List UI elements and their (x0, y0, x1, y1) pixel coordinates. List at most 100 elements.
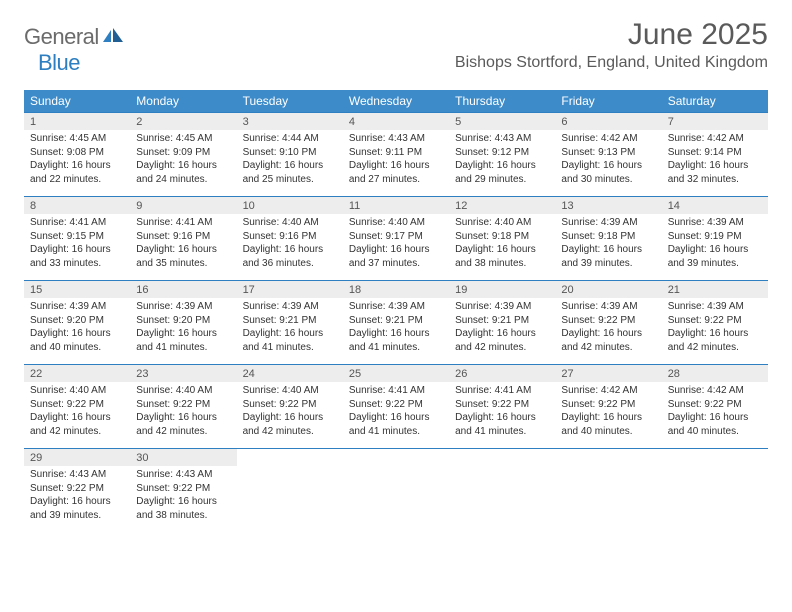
sunset-text: Sunset: 9:19 PM (668, 230, 762, 244)
calendar-daynum-row: 891011121314 (24, 197, 768, 214)
calendar-day-body: Sunrise: 4:43 AMSunset: 9:22 PMDaylight:… (24, 466, 130, 532)
daylight-text-line1: Daylight: 16 hours (136, 327, 230, 341)
daylight-text-line1: Daylight: 16 hours (243, 159, 337, 173)
calendar-day-number: 10 (237, 197, 343, 214)
calendar-day-body: Sunrise: 4:42 AMSunset: 9:13 PMDaylight:… (555, 130, 661, 197)
sunset-text: Sunset: 9:22 PM (561, 314, 655, 328)
sunrise-text: Sunrise: 4:39 AM (668, 216, 762, 230)
sunset-text: Sunset: 9:12 PM (455, 146, 549, 160)
daylight-text-line2: and 39 minutes. (30, 509, 124, 523)
daylight-text-line2: and 33 minutes. (30, 257, 124, 271)
calendar-day-body: Sunrise: 4:40 AMSunset: 9:22 PMDaylight:… (24, 382, 130, 449)
calendar-empty-cell (449, 449, 555, 466)
sunset-text: Sunset: 9:22 PM (668, 314, 762, 328)
daylight-text-line1: Daylight: 16 hours (30, 243, 124, 257)
sunset-text: Sunset: 9:22 PM (561, 398, 655, 412)
sunset-text: Sunset: 9:21 PM (455, 314, 549, 328)
calendar-day-number: 15 (24, 281, 130, 298)
calendar-day-body: Sunrise: 4:41 AMSunset: 9:16 PMDaylight:… (130, 214, 236, 281)
calendar-day-number: 9 (130, 197, 236, 214)
calendar-day-body: Sunrise: 4:43 AMSunset: 9:22 PMDaylight:… (130, 466, 236, 532)
daylight-text-line1: Daylight: 16 hours (349, 243, 443, 257)
calendar-day-number: 7 (662, 113, 768, 130)
daylight-text-line2: and 42 minutes. (561, 341, 655, 355)
calendar-daynum-row: 2930 (24, 449, 768, 466)
sunrise-text: Sunrise: 4:43 AM (455, 132, 549, 146)
calendar-day-number: 13 (555, 197, 661, 214)
daylight-text-line2: and 27 minutes. (349, 173, 443, 187)
calendar-day-number: 24 (237, 365, 343, 382)
calendar-daybody-row: Sunrise: 4:39 AMSunset: 9:20 PMDaylight:… (24, 298, 768, 365)
calendar-day-number: 1 (24, 113, 130, 130)
calendar-empty-cell (662, 449, 768, 466)
calendar-empty-cell (237, 449, 343, 466)
calendar-day-body: Sunrise: 4:43 AMSunset: 9:11 PMDaylight:… (343, 130, 449, 197)
daylight-text-line2: and 30 minutes. (561, 173, 655, 187)
daylight-text-line2: and 41 minutes. (243, 341, 337, 355)
calendar-day-body: Sunrise: 4:39 AMSunset: 9:21 PMDaylight:… (237, 298, 343, 365)
sunset-text: Sunset: 9:11 PM (349, 146, 443, 160)
calendar-empty-cell (237, 466, 343, 532)
sunrise-text: Sunrise: 4:40 AM (136, 384, 230, 398)
sunset-text: Sunset: 9:22 PM (30, 482, 124, 496)
calendar-day-body: Sunrise: 4:39 AMSunset: 9:21 PMDaylight:… (449, 298, 555, 365)
daylight-text-line2: and 41 minutes. (455, 425, 549, 439)
calendar-daynum-row: 1234567 (24, 113, 768, 130)
sunrise-text: Sunrise: 4:41 AM (349, 384, 443, 398)
calendar-day-body: Sunrise: 4:39 AMSunset: 9:20 PMDaylight:… (24, 298, 130, 365)
calendar-daybody-row: Sunrise: 4:43 AMSunset: 9:22 PMDaylight:… (24, 466, 768, 532)
calendar-day-number: 29 (24, 449, 130, 466)
calendar-day-body: Sunrise: 4:40 AMSunset: 9:22 PMDaylight:… (237, 382, 343, 449)
calendar-daybody-row: Sunrise: 4:41 AMSunset: 9:15 PMDaylight:… (24, 214, 768, 281)
calendar-day-body: Sunrise: 4:45 AMSunset: 9:08 PMDaylight:… (24, 130, 130, 197)
daylight-text-line2: and 32 minutes. (668, 173, 762, 187)
calendar-day-number: 4 (343, 113, 449, 130)
sunrise-text: Sunrise: 4:44 AM (243, 132, 337, 146)
daylight-text-line1: Daylight: 16 hours (30, 159, 124, 173)
daylight-text-line1: Daylight: 16 hours (243, 327, 337, 341)
sunrise-text: Sunrise: 4:39 AM (243, 300, 337, 314)
calendar-day-header: Tuesday (237, 90, 343, 113)
calendar-day-number: 2 (130, 113, 236, 130)
sunrise-text: Sunrise: 4:43 AM (30, 468, 124, 482)
calendar-day-body: Sunrise: 4:43 AMSunset: 9:12 PMDaylight:… (449, 130, 555, 197)
sunset-text: Sunset: 9:08 PM (30, 146, 124, 160)
sunrise-text: Sunrise: 4:39 AM (349, 300, 443, 314)
daylight-text-line2: and 25 minutes. (243, 173, 337, 187)
calendar-daynum-row: 22232425262728 (24, 365, 768, 382)
calendar-day-body: Sunrise: 4:40 AMSunset: 9:18 PMDaylight:… (449, 214, 555, 281)
daylight-text-line2: and 42 minutes. (243, 425, 337, 439)
calendar-day-number: 26 (449, 365, 555, 382)
calendar-day-number: 22 (24, 365, 130, 382)
daylight-text-line1: Daylight: 16 hours (349, 159, 443, 173)
sunrise-text: Sunrise: 4:42 AM (668, 132, 762, 146)
daylight-text-line1: Daylight: 16 hours (668, 243, 762, 257)
calendar-day-header: Thursday (449, 90, 555, 113)
sunrise-text: Sunrise: 4:42 AM (668, 384, 762, 398)
calendar-empty-cell (555, 449, 661, 466)
sunset-text: Sunset: 9:16 PM (243, 230, 337, 244)
sunset-text: Sunset: 9:22 PM (30, 398, 124, 412)
sunrise-text: Sunrise: 4:41 AM (136, 216, 230, 230)
daylight-text-line1: Daylight: 16 hours (30, 327, 124, 341)
daylight-text-line1: Daylight: 16 hours (455, 411, 549, 425)
sunrise-text: Sunrise: 4:42 AM (561, 384, 655, 398)
sunset-text: Sunset: 9:09 PM (136, 146, 230, 160)
calendar-day-body: Sunrise: 4:40 AMSunset: 9:22 PMDaylight:… (130, 382, 236, 449)
daylight-text-line2: and 37 minutes. (349, 257, 443, 271)
calendar-empty-cell (662, 466, 768, 532)
sunset-text: Sunset: 9:16 PM (136, 230, 230, 244)
calendar-empty-cell (343, 449, 449, 466)
calendar-day-number: 8 (24, 197, 130, 214)
calendar-day-body: Sunrise: 4:41 AMSunset: 9:22 PMDaylight:… (343, 382, 449, 449)
daylight-text-line2: and 39 minutes. (561, 257, 655, 271)
sunrise-text: Sunrise: 4:40 AM (243, 216, 337, 230)
daylight-text-line2: and 40 minutes. (668, 425, 762, 439)
calendar-day-body: Sunrise: 4:39 AMSunset: 9:22 PMDaylight:… (555, 298, 661, 365)
sunset-text: Sunset: 9:22 PM (455, 398, 549, 412)
sunset-text: Sunset: 9:22 PM (243, 398, 337, 412)
daylight-text-line1: Daylight: 16 hours (668, 159, 762, 173)
sunset-text: Sunset: 9:21 PM (243, 314, 337, 328)
calendar-day-body: Sunrise: 4:39 AMSunset: 9:18 PMDaylight:… (555, 214, 661, 281)
calendar-day-number: 21 (662, 281, 768, 298)
